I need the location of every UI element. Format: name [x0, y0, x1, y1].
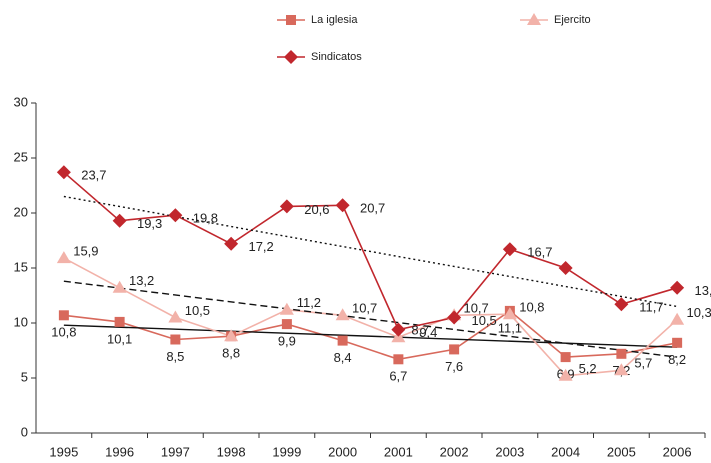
data-label: 10,7: [352, 301, 377, 316]
marker: [56, 165, 71, 180]
data-label: 5,2: [579, 361, 597, 376]
data-label: 17,2: [248, 239, 273, 254]
x-tick-label: 1996: [105, 444, 134, 459]
marker: [670, 280, 685, 295]
series-line: [63, 171, 678, 331]
marker: [170, 334, 181, 345]
x-tick-label: 2000: [328, 444, 357, 459]
marker: [114, 316, 125, 327]
trend-line: [63, 195, 678, 308]
marker: [281, 319, 292, 330]
data-label: 9,4: [419, 325, 437, 340]
data-label: 9,9: [278, 334, 296, 349]
data-label: 19,8: [193, 211, 218, 226]
data-label: 10,8: [519, 300, 544, 315]
y-tick-label: 20: [14, 204, 28, 219]
marker: [279, 199, 294, 214]
y-tick-label: 5: [21, 369, 28, 384]
data-label: 10,1: [107, 331, 132, 346]
trend-line: [63, 324, 678, 348]
legend-label: Ejercito: [554, 14, 591, 26]
marker: [670, 312, 685, 325]
y-tick-label: 0: [21, 424, 28, 439]
data-label: 20,7: [360, 201, 385, 216]
x-tick-label: 1999: [272, 444, 301, 459]
y-tick-label: 30: [14, 94, 28, 109]
y-tick-label: 10: [14, 314, 28, 329]
series-line: [63, 309, 678, 361]
data-label: 10,7: [463, 301, 488, 316]
data-label: 8,7: [411, 323, 429, 338]
x-tick-label: 2003: [495, 444, 524, 459]
marker: [335, 308, 350, 321]
y-tick-label: 15: [14, 259, 28, 274]
data-label: 11,7: [639, 300, 663, 315]
marker: [168, 208, 183, 223]
marker: [56, 251, 71, 264]
trend-line: [63, 280, 678, 358]
marker: [447, 310, 462, 325]
marker: [286, 15, 296, 25]
data-label: 15,9: [73, 244, 98, 259]
marker: [112, 213, 127, 228]
marker: [527, 13, 541, 25]
data-label: 13,2: [694, 283, 711, 298]
marker: [224, 329, 239, 342]
marker: [284, 50, 298, 64]
data-label: 5,7: [634, 356, 652, 371]
marker: [168, 310, 183, 323]
marker: [224, 236, 239, 251]
marker: [502, 307, 517, 320]
marker: [337, 335, 348, 346]
legend-label: La iglesia: [311, 14, 358, 26]
x-tick-label: 2006: [663, 444, 692, 459]
data-label: 8,5: [166, 349, 184, 364]
legend: La iglesia Ejercito Sindicatos: [277, 13, 591, 64]
x-tick-label: 1998: [217, 444, 246, 459]
data-label: 13,2: [129, 273, 154, 288]
marker: [393, 354, 404, 365]
data-label: 10,5: [185, 303, 210, 318]
marker: [502, 242, 517, 257]
y-tick-label: 25: [14, 149, 28, 164]
marker: [614, 363, 629, 376]
x-tick-label: 2005: [607, 444, 636, 459]
marker: [558, 261, 573, 275]
data-label: 8,8: [222, 346, 240, 361]
data-label: 11,2: [297, 295, 321, 310]
data-label: 20,6: [304, 202, 329, 217]
x-tick-label: 1995: [49, 444, 78, 459]
marker: [614, 297, 629, 312]
data-label: 10,5: [471, 313, 496, 328]
x-tick-label: 2002: [440, 444, 469, 459]
legend-label: Sindicatos: [311, 51, 362, 63]
data-label: 23,7: [81, 168, 106, 183]
x-tick-label: 2004: [551, 444, 580, 459]
data-label: 10,3: [686, 305, 711, 320]
marker: [616, 348, 627, 359]
data-label: 8,2: [668, 352, 686, 367]
marker: [560, 352, 571, 363]
data-label: 16,7: [527, 245, 552, 260]
marker: [58, 310, 69, 321]
marker: [391, 322, 406, 337]
marker: [672, 337, 683, 348]
x-tick-label: 2001: [384, 444, 413, 459]
data-label: 11,1: [498, 320, 522, 335]
data-label: 7,6: [445, 359, 463, 374]
marker: [449, 344, 460, 355]
series-line: [63, 257, 678, 377]
marker: [112, 280, 127, 293]
marker: [558, 368, 573, 381]
x-tick-label: 1997: [161, 444, 190, 459]
data-label: 8,4: [334, 350, 352, 365]
data-label: 10,8: [51, 325, 76, 340]
data-label: 19,3: [137, 216, 162, 231]
marker: [279, 302, 294, 315]
data-label: 6,7: [389, 369, 407, 384]
marker: [335, 198, 350, 213]
